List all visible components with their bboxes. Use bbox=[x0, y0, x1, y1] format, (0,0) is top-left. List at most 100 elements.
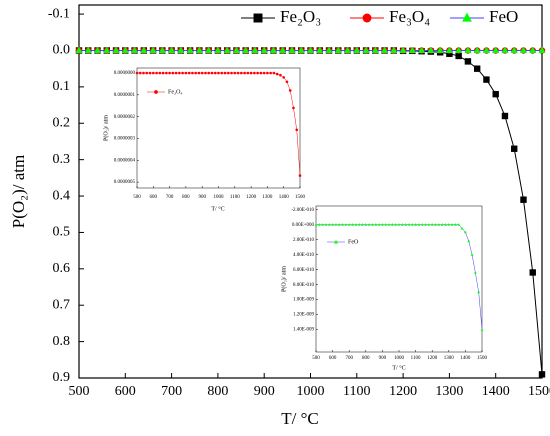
data-point bbox=[325, 46, 333, 54]
x-tick-label: 1500 bbox=[295, 195, 306, 200]
data-point bbox=[455, 46, 463, 54]
legend-label: Fe₃O₄ bbox=[168, 89, 183, 95]
data-point bbox=[142, 71, 145, 75]
data-point bbox=[226, 71, 230, 75]
data-point bbox=[168, 71, 171, 75]
legend-marker bbox=[253, 13, 263, 23]
x-tick-label: 700 bbox=[166, 195, 174, 200]
data-point bbox=[399, 46, 407, 54]
y-axis-label: P(O₂)/ atm bbox=[280, 266, 287, 292]
y-tick-label: 0.1 bbox=[53, 79, 71, 94]
data-point bbox=[447, 223, 451, 226]
data-point bbox=[380, 223, 384, 226]
data-point bbox=[436, 46, 444, 54]
data-point bbox=[266, 71, 269, 75]
data-point bbox=[152, 71, 155, 75]
data-point bbox=[233, 71, 237, 75]
data-point bbox=[361, 223, 364, 226]
data-point bbox=[407, 223, 411, 226]
data-point bbox=[121, 46, 129, 54]
data-point bbox=[135, 71, 139, 75]
y-tick-label: 0.9 bbox=[53, 370, 71, 385]
data-point bbox=[317, 223, 321, 226]
data-point bbox=[538, 371, 546, 378]
data-point bbox=[262, 71, 266, 75]
y-axis-label: P(O₂)/ atm bbox=[102, 115, 109, 141]
data-point bbox=[184, 71, 188, 75]
data-point bbox=[341, 223, 344, 226]
data-point bbox=[269, 71, 272, 75]
data-point bbox=[103, 46, 111, 54]
data-point bbox=[272, 71, 276, 75]
data-point bbox=[492, 46, 500, 54]
data-point bbox=[112, 46, 120, 54]
data-point bbox=[131, 46, 139, 54]
data-point bbox=[492, 90, 499, 98]
data-point bbox=[259, 71, 263, 75]
data-point bbox=[463, 230, 467, 234]
data-point bbox=[473, 65, 481, 72]
data-point bbox=[297, 46, 305, 54]
y-tick-label: 8.00E-010 bbox=[293, 283, 314, 288]
data-point bbox=[195, 46, 203, 54]
data-point bbox=[364, 223, 368, 226]
data-point bbox=[529, 269, 536, 276]
y-tick-label: 0.00E+000 bbox=[292, 223, 315, 228]
y-tick-label: 6.00E-010 bbox=[293, 268, 314, 273]
y-tick-label: 0.0000005 bbox=[114, 180, 136, 185]
data-point bbox=[390, 46, 398, 54]
data-point bbox=[251, 46, 259, 54]
data-point bbox=[314, 223, 318, 226]
data-point bbox=[440, 223, 444, 226]
data-point bbox=[321, 223, 325, 226]
x-tick-label: 1400 bbox=[482, 384, 510, 399]
data-point bbox=[347, 223, 351, 226]
data-point bbox=[210, 71, 214, 75]
data-point bbox=[256, 71, 259, 75]
x-tick-label: 800 bbox=[207, 384, 228, 399]
data-point bbox=[295, 128, 299, 132]
x-tick-label: 600 bbox=[115, 384, 136, 399]
x-tick-label: 1500 bbox=[528, 384, 550, 399]
data-point bbox=[477, 290, 481, 294]
data-point bbox=[434, 223, 437, 226]
data-point bbox=[520, 196, 527, 203]
x-tick-label: 1300 bbox=[262, 195, 273, 200]
x-tick-label: 500 bbox=[69, 384, 90, 399]
data-point bbox=[430, 223, 434, 226]
inset-background bbox=[95, 60, 307, 220]
data-point bbox=[246, 71, 250, 75]
data-point bbox=[214, 46, 222, 54]
data-point bbox=[155, 71, 158, 75]
data-point bbox=[483, 76, 490, 83]
data-point bbox=[178, 71, 181, 75]
data-point bbox=[197, 71, 201, 75]
data-point bbox=[275, 72, 279, 76]
data-point bbox=[187, 71, 191, 75]
data-point bbox=[404, 223, 408, 226]
data-point bbox=[230, 71, 233, 75]
data-point bbox=[455, 52, 462, 60]
x-tick-label: 700 bbox=[161, 384, 182, 399]
y-tick-label: 0.0000004 bbox=[114, 158, 136, 163]
x-tick-label: 1500 bbox=[477, 356, 488, 361]
x-tick-label: 1300 bbox=[435, 384, 463, 399]
data-point bbox=[457, 223, 461, 226]
x-tick-label: 700 bbox=[345, 356, 353, 361]
legend-marker bbox=[333, 239, 339, 244]
y-tick-label: 0.0000001 bbox=[114, 93, 136, 98]
data-point bbox=[232, 46, 240, 54]
data-point bbox=[454, 223, 457, 226]
data-point bbox=[174, 71, 178, 75]
data-point bbox=[424, 223, 427, 226]
data-point bbox=[371, 46, 379, 54]
data-point bbox=[390, 223, 394, 226]
x-tick-label: 1000 bbox=[214, 195, 225, 200]
y-axis-label: P(O₂)/ atm bbox=[9, 155, 28, 228]
x-tick-label: 900 bbox=[379, 356, 387, 361]
x-axis-label: T/ °C bbox=[392, 364, 405, 371]
data-point bbox=[249, 71, 253, 75]
data-point bbox=[418, 46, 426, 54]
y-tick-label: 0.3 bbox=[53, 152, 71, 167]
data-point bbox=[285, 80, 289, 84]
